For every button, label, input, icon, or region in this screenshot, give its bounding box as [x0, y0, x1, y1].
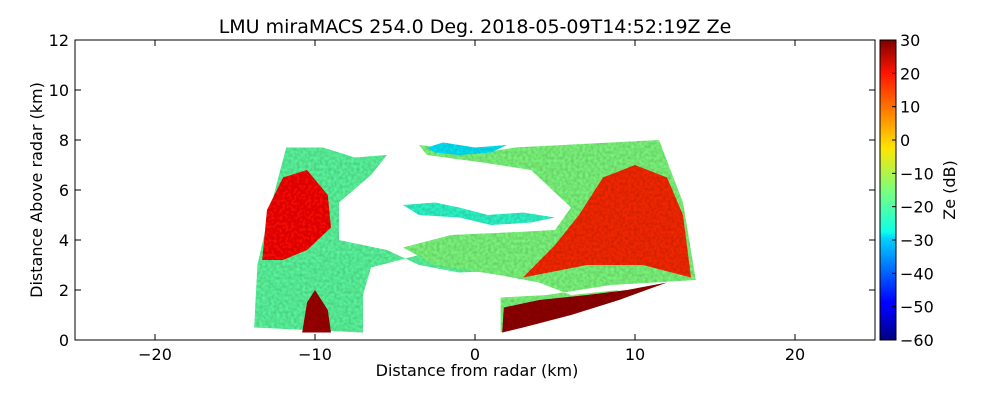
y-tick-label: 12 [49, 31, 69, 50]
y-tick-label: 2 [59, 281, 69, 300]
y-tick-label: 4 [59, 231, 69, 250]
echo-region-4 [302, 290, 331, 333]
x-axis-label: Distance from radar (km) [376, 361, 579, 380]
echo-region-5 [502, 282, 667, 333]
colorbar-ticks: −60 −50 −40 −30 −20 −10 0 10 20 30 [892, 31, 934, 350]
y-tick-label: 8 [59, 131, 69, 150]
colorbar-tick-label: −40 [900, 264, 934, 283]
colorbar-tick-label: −30 [900, 231, 934, 250]
colorbar-tick-label: 20 [900, 64, 920, 83]
colorbar-tick-label: 30 [900, 31, 920, 50]
colorbar-tick-label: −50 [900, 298, 934, 317]
y-tick-label: 0 [59, 331, 69, 350]
echo-region-3 [523, 165, 691, 278]
echo-region-6 [403, 202, 555, 225]
y-tick-label: 6 [59, 181, 69, 200]
colorbar-tick-label: −20 [900, 198, 934, 217]
colorbar-gradient [879, 39, 897, 341]
echo-region-0 [254, 147, 571, 333]
colorbar: −60 −50 −40 −30 −20 −10 0 10 20 30 Ze (dB) [879, 31, 959, 350]
x-tick-label: 20 [785, 345, 805, 364]
x-tick-label: −20 [138, 345, 172, 364]
colorbar-tick-label: 0 [900, 131, 910, 150]
y-axis: 0 2 4 6 8 10 12 [49, 31, 875, 350]
x-tick-label: 10 [625, 345, 645, 364]
echo-region-2 [262, 170, 331, 260]
reflectivity-field [254, 140, 696, 333]
colorbar-tick-label: 10 [900, 98, 920, 117]
plot-frame [74, 39, 876, 341]
x-tick-label: 0 [470, 345, 480, 364]
y-tick-label: 10 [49, 81, 69, 100]
echo-region-7 [427, 142, 507, 155]
x-tick-label: −10 [298, 345, 332, 364]
chart-title: LMU miraMACS 254.0 Deg. 2018-05-09T14:52… [219, 16, 732, 38]
y-axis-label: Distance Above radar (km) [27, 82, 46, 298]
colorbar-tick-label: −10 [900, 164, 934, 183]
x-axis: −20 −10 0 10 20 [138, 40, 805, 364]
colorbar-tick-label: −60 [900, 331, 934, 350]
colorbar-label: Ze (dB) [940, 160, 959, 220]
